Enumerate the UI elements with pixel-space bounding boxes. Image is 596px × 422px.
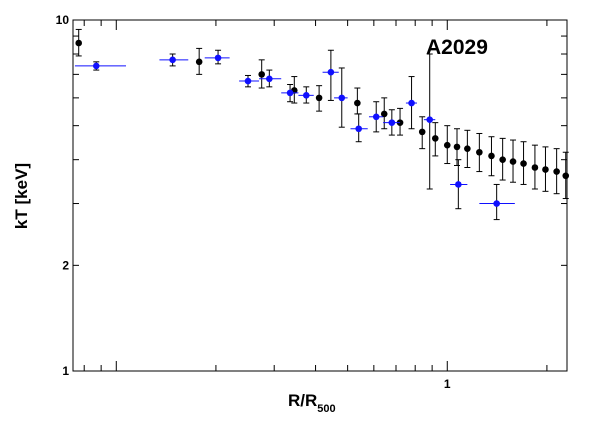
data-point: [464, 129, 471, 168]
data-point: [315, 85, 323, 112]
plot-frame: [72, 19, 568, 372]
data-marker: [493, 200, 500, 207]
series-1: [74, 49, 515, 221]
x-axis-label: R/R500: [288, 391, 336, 415]
data-marker: [355, 125, 362, 133]
data-point: [258, 59, 265, 89]
data-point: [431, 122, 439, 157]
data-marker: [244, 77, 252, 85]
data-marker: [302, 92, 310, 99]
data-point: [368, 101, 384, 133]
data-point: [562, 151, 570, 200]
data-point: [259, 69, 282, 88]
data-point: [553, 148, 560, 195]
y-tick-label: 10: [56, 13, 70, 27]
data-points: [74, 28, 570, 221]
data-point: [396, 107, 404, 136]
data-marker: [553, 168, 560, 175]
data-marker: [476, 148, 483, 156]
y-tick-labels: 10 2 1: [56, 13, 70, 378]
data-point: [281, 83, 299, 103]
data-marker: [443, 141, 451, 149]
data-marker: [214, 54, 222, 62]
data-marker: [396, 119, 404, 126]
data-point: [542, 146, 549, 192]
data-marker: [499, 156, 506, 163]
x-axis-label-main: R/R: [288, 391, 317, 410]
x-tick-labels: 1: [444, 377, 451, 391]
data-point: [195, 47, 203, 75]
data-marker: [315, 94, 323, 102]
data-point: [418, 116, 426, 150]
data-point: [509, 139, 517, 183]
data-point: [350, 113, 368, 143]
axis-ticks: [73, 19, 567, 372]
data-point: [479, 183, 515, 221]
data-marker: [431, 135, 439, 142]
data-point: [443, 125, 451, 165]
data-marker: [380, 110, 388, 118]
data-point: [405, 76, 417, 130]
data-marker: [338, 94, 346, 102]
y-tick-label: 1: [62, 364, 69, 378]
data-marker: [388, 119, 396, 126]
data-marker: [195, 58, 203, 66]
data-marker: [562, 172, 570, 180]
data-point: [380, 97, 388, 130]
data-marker: [464, 145, 471, 152]
data-point: [450, 159, 468, 210]
data-point: [476, 132, 483, 173]
data-marker: [488, 152, 495, 160]
data-marker: [75, 39, 83, 47]
data-marker: [372, 113, 380, 121]
data-marker: [354, 99, 361, 107]
data-marker: [520, 160, 527, 167]
data-point: [75, 28, 83, 57]
data-marker: [286, 89, 294, 97]
data-marker: [169, 56, 176, 64]
data-point: [74, 61, 127, 71]
data-point: [354, 87, 361, 115]
data-marker: [266, 75, 273, 83]
data-point: [159, 53, 189, 67]
data-point: [334, 67, 348, 128]
data-marker: [418, 128, 426, 136]
data-marker: [258, 71, 265, 78]
x-axis-label-subscript: 500: [317, 403, 335, 415]
data-point: [239, 74, 260, 88]
data-marker: [408, 99, 415, 107]
data-marker: [542, 166, 549, 173]
data-point: [383, 109, 401, 136]
data-point: [488, 136, 495, 177]
data-point: [204, 49, 230, 65]
data-marker: [453, 143, 461, 151]
data-point: [423, 53, 436, 190]
series-0: [75, 28, 570, 200]
data-marker: [92, 62, 100, 70]
data-marker: [531, 164, 539, 171]
data-point: [531, 144, 539, 190]
data-marker: [509, 158, 517, 165]
data-marker: [455, 181, 462, 188]
data-marker: [327, 68, 335, 76]
y-tick-label: 2: [62, 258, 69, 272]
data-point: [520, 141, 527, 185]
x-tick-label: 1: [444, 377, 451, 391]
data-point: [290, 76, 298, 104]
data-point: [499, 137, 506, 181]
data-point: [298, 86, 314, 104]
data-marker: [426, 116, 434, 123]
y-axis-label: kT [keV]: [12, 163, 31, 229]
data-point: [322, 49, 339, 101]
cluster-label: A2029: [426, 36, 488, 59]
